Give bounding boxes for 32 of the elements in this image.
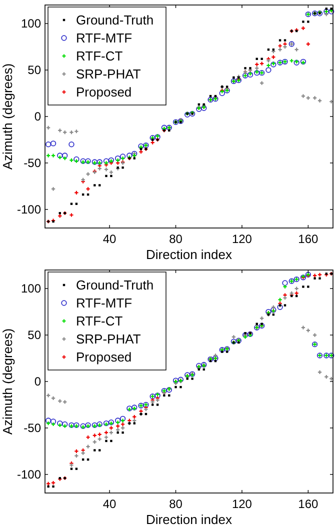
x-tick-label: 160 [298, 232, 319, 246]
y-tick-label: 100 [20, 16, 42, 31]
legend-label: Proposed [76, 84, 132, 100]
x-tick-label: 80 [169, 232, 183, 246]
y-tick-label: -50 [24, 156, 42, 170]
x-tick-label: 120 [232, 497, 252, 511]
y-tick-label: 0 [34, 110, 42, 124]
y-tick-label: 50 [28, 63, 42, 78]
legend-label: RTF-CT [76, 48, 123, 64]
x-tick-label: 80 [169, 497, 183, 511]
y-axis-title: Azimuth (degrees) [0, 328, 15, 435]
legend-label: Proposed [76, 350, 132, 364]
legend-label: RTF-CT [76, 314, 123, 328]
x-tick-label: 40 [102, 232, 117, 246]
y-tick-label: 0 [34, 374, 42, 388]
x-tick-label: 120 [232, 232, 252, 246]
legend-label: RTF-MTF [76, 296, 132, 310]
y-tick-label: -100 [16, 467, 42, 482]
y-tick-label: -50 [24, 420, 42, 435]
x-axis-title: Direction index [146, 247, 232, 262]
legend-label: SRP-PHAT [76, 66, 141, 82]
x-tick-label: 40 [102, 497, 117, 511]
y-tick-label: 50 [28, 328, 42, 342]
legend-label: Ground-Truth [76, 278, 154, 292]
x-tick-label: 160 [298, 497, 319, 511]
legend-label: Ground-Truth [76, 12, 154, 28]
y-tick-label: 100 [20, 282, 42, 296]
y-tick-label: -100 [16, 202, 42, 216]
legend-label: SRP-PHAT [76, 332, 141, 346]
y-axis-title: Azimuth (degrees) [0, 63, 15, 170]
x-axis-title: Direction index [146, 512, 232, 527]
legend-label: RTF-MTF [76, 30, 132, 46]
